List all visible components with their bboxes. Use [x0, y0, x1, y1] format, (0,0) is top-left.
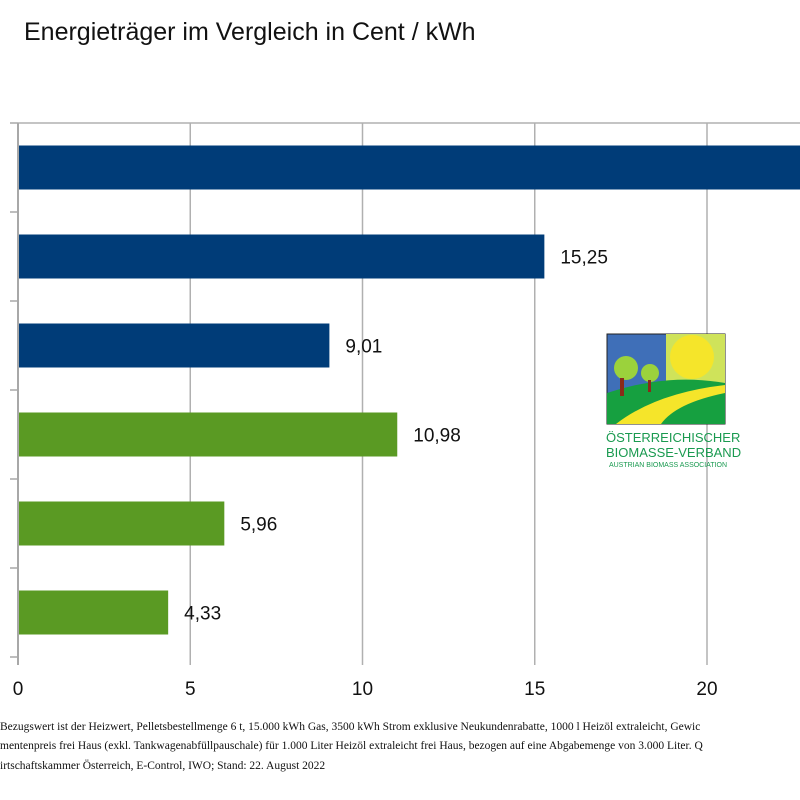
footnote-line-3: irtschaftskammer Österreich, E-Control, … — [0, 760, 326, 772]
bar-chart: 15,25 9,01 10,98 5,96 4,33 0 5 10 15 20 — [10, 122, 800, 700]
bar — [19, 323, 330, 368]
x-tick-label: 10 — [352, 679, 373, 700]
logo-image — [606, 333, 726, 425]
bar-value-label: 9,01 — [345, 337, 382, 358]
bar — [19, 234, 545, 279]
biomass-association-logo: Österreichischer Biomasse-Verband Austri… — [606, 333, 742, 472]
bar-value-label: 15,25 — [560, 248, 608, 269]
footnote-line-2: mentenpreis frei Haus (exkl. Tankwagenab… — [0, 740, 703, 752]
logo-line3: Austrian Biomass Association — [608, 462, 728, 469]
logo-line2: Biomasse-Verband — [606, 445, 742, 460]
bars — [19, 145, 800, 635]
x-tick-label: 0 — [13, 679, 24, 700]
bar-value-label: 10,98 — [413, 426, 461, 447]
bar — [19, 501, 225, 546]
chart-title: Energieträger im Vergleich in Cent / kWh — [24, 18, 476, 46]
value-labels: 15,25 9,01 10,98 5,96 4,33 — [184, 248, 608, 625]
bar — [19, 145, 800, 190]
x-tick-label: 5 — [185, 679, 196, 700]
axes: 0 5 10 15 20 — [10, 122, 718, 700]
bar — [19, 412, 398, 457]
bar — [19, 590, 169, 635]
x-tick-label: 20 — [696, 679, 717, 700]
bar-value-label: 4,33 — [184, 604, 221, 625]
logo-line1: Österreichischer — [606, 430, 741, 445]
bar-value-label: 5,96 — [240, 515, 277, 536]
x-tick-label: 15 — [524, 679, 545, 700]
footnote-line-1: Bezugswert ist der Heizwert, Pelletsbest… — [0, 721, 701, 733]
